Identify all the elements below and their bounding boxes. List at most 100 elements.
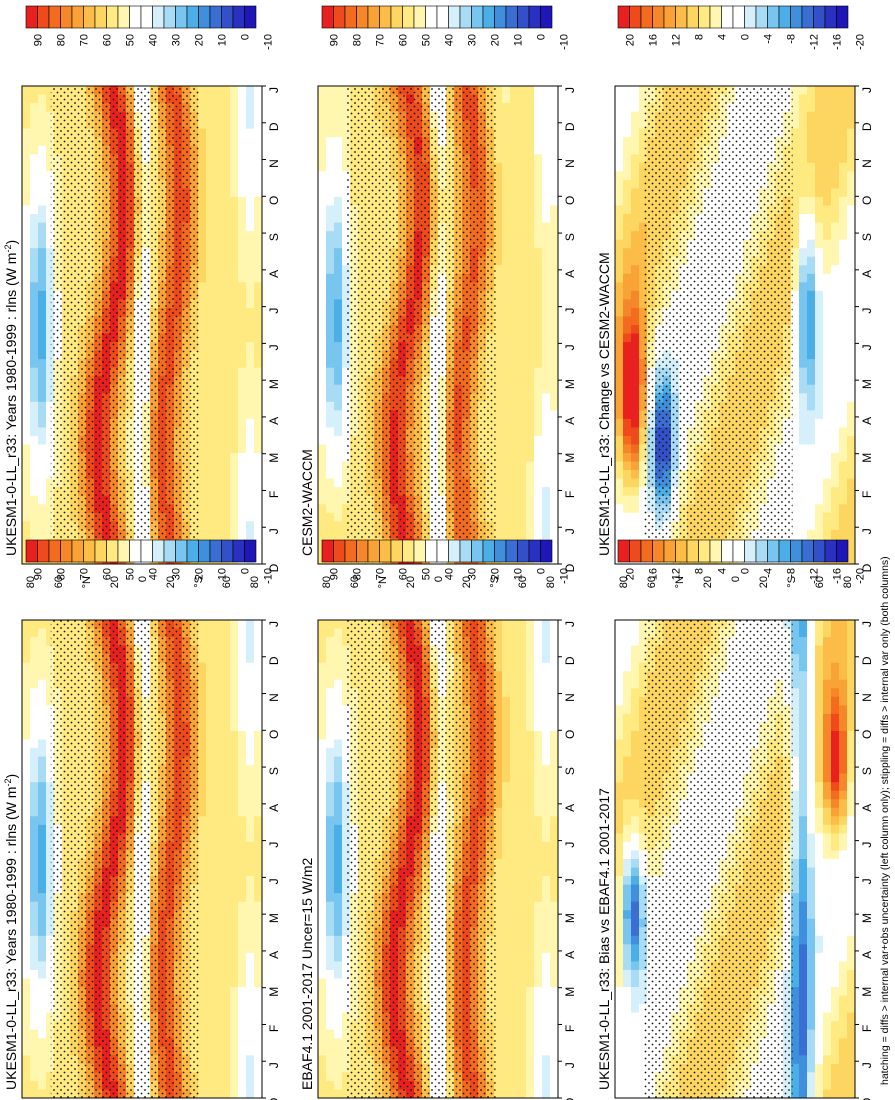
heatmap-cell bbox=[46, 918, 55, 928]
heatmap-cell bbox=[334, 154, 343, 164]
heatmap-cell bbox=[254, 884, 263, 894]
heatmap-cell bbox=[22, 342, 31, 352]
heatmap-cell bbox=[38, 461, 47, 471]
heatmap-cell bbox=[198, 239, 207, 249]
heatmap-cell bbox=[30, 756, 39, 766]
heatmap-cell bbox=[46, 628, 55, 638]
heatmap-cell bbox=[214, 171, 223, 181]
heatmap-cell bbox=[22, 850, 31, 860]
heatmap-cell bbox=[334, 504, 343, 514]
heatmap-cell bbox=[30, 893, 39, 903]
heatmap-cell bbox=[230, 859, 239, 868]
heatmap-cell bbox=[510, 111, 519, 121]
heatmap-cell bbox=[230, 893, 239, 903]
heatmap-cell bbox=[254, 961, 263, 971]
heatmap-cell bbox=[222, 256, 231, 266]
heatmap-cell bbox=[326, 179, 335, 189]
heatmap-cell bbox=[246, 688, 255, 698]
colorbar-swatch bbox=[106, 539, 119, 563]
heatmap-cell bbox=[518, 86, 527, 95]
heatmap-cell bbox=[38, 137, 47, 147]
heatmap-cell bbox=[198, 756, 207, 766]
heatmap-cell bbox=[342, 487, 351, 497]
heatmap-cell bbox=[254, 299, 263, 309]
heatmap-cell bbox=[214, 884, 223, 894]
heatmap-cell bbox=[510, 94, 519, 104]
heatmap-cell bbox=[38, 739, 47, 749]
heatmap-cell bbox=[238, 376, 247, 386]
heatmap-cell bbox=[222, 910, 231, 920]
heatmap-cell bbox=[22, 273, 31, 283]
heatmap-cell bbox=[222, 722, 231, 732]
heatmap-cell bbox=[318, 222, 327, 232]
heatmap-cell bbox=[494, 418, 503, 428]
heatmap-cell bbox=[246, 893, 255, 903]
heatmap-cell bbox=[254, 722, 263, 732]
heatmap-cell bbox=[198, 1080, 207, 1090]
heatmap-cell bbox=[502, 333, 511, 343]
heatmap-cell bbox=[214, 705, 223, 715]
heatmap-cell bbox=[30, 94, 39, 104]
heatmap-cell bbox=[342, 248, 351, 258]
heatmap-cell bbox=[22, 401, 31, 411]
heatmap-cell bbox=[318, 290, 327, 300]
heatmap-cell bbox=[230, 299, 239, 309]
heatmap-cell bbox=[246, 628, 255, 638]
heatmap-cell bbox=[246, 765, 255, 775]
heatmap-cell bbox=[198, 461, 207, 471]
heatmap-cell bbox=[526, 273, 535, 283]
colorbar-label: 0 bbox=[240, 34, 252, 40]
heatmap-cell bbox=[206, 384, 215, 394]
heatmap-cell bbox=[30, 487, 39, 497]
heatmap-cell bbox=[254, 705, 263, 715]
heatmap-cell bbox=[198, 179, 207, 189]
colorbar-swatch bbox=[37, 5, 50, 29]
heatmap-cell bbox=[238, 1021, 247, 1031]
colorbar-swatch bbox=[94, 539, 107, 563]
heatmap-cell bbox=[46, 722, 55, 732]
month-tick-label: D bbox=[267, 656, 281, 665]
heatmap-cell bbox=[318, 205, 327, 215]
heatmap-cell bbox=[230, 807, 239, 817]
heatmap-cell bbox=[238, 654, 247, 664]
heatmap-cell bbox=[254, 782, 263, 792]
heatmap-cell bbox=[198, 154, 207, 164]
colorbar-label: 40 bbox=[148, 568, 160, 580]
heatmap-cell bbox=[326, 239, 335, 249]
heatmap-cell bbox=[22, 222, 31, 232]
heatmap-cell bbox=[30, 103, 39, 113]
heatmap-cell bbox=[38, 342, 47, 352]
heatmap-cell bbox=[518, 367, 527, 377]
heatmap-cell bbox=[22, 730, 31, 740]
heatmap-cell bbox=[206, 231, 215, 241]
heatmap-cell bbox=[46, 265, 55, 275]
heatmap-cell bbox=[494, 435, 503, 445]
heatmap-cell bbox=[254, 713, 263, 723]
heatmap-cell bbox=[30, 418, 39, 428]
heatmap-cell bbox=[254, 205, 263, 215]
heatmap-cell bbox=[238, 290, 247, 300]
heatmap-cell bbox=[46, 867, 55, 877]
heatmap-cell bbox=[518, 231, 527, 241]
heatmap-cell bbox=[502, 120, 511, 130]
heatmap-cell bbox=[22, 978, 31, 988]
heatmap-cell bbox=[222, 103, 231, 113]
heatmap-cell bbox=[222, 453, 231, 462]
heatmap-cell bbox=[30, 816, 39, 826]
heatmap-cell bbox=[246, 790, 255, 800]
heatmap-cell bbox=[510, 342, 519, 352]
heatmap-cell bbox=[22, 901, 31, 911]
heatmap-cell bbox=[238, 730, 247, 740]
heatmap-cell bbox=[222, 1055, 231, 1065]
month-tick-label: J bbox=[267, 621, 281, 627]
heatmap-cell bbox=[198, 662, 207, 672]
heatmap-cell bbox=[254, 325, 263, 334]
heatmap-cell bbox=[494, 487, 503, 497]
heatmap-cell bbox=[30, 1021, 39, 1031]
heatmap-cell bbox=[38, 299, 47, 309]
heatmap-cell bbox=[494, 256, 503, 266]
heatmap-cell bbox=[214, 671, 223, 681]
heatmap-cell bbox=[206, 120, 215, 130]
heatmap-cell bbox=[246, 384, 255, 394]
heatmap-cell bbox=[214, 1012, 223, 1022]
